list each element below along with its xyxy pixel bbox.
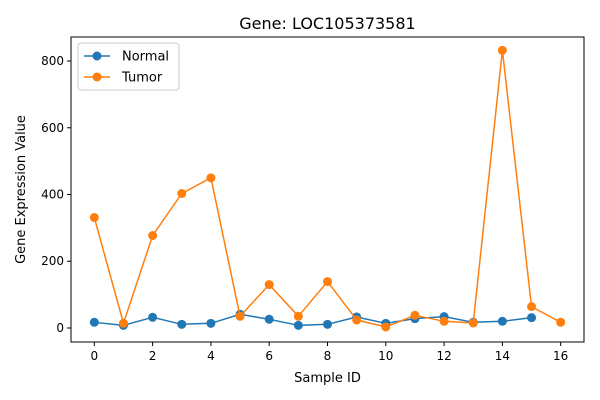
y-tick-label: 800 <box>41 54 64 68</box>
data-point-tumor <box>352 315 362 325</box>
legend-marker-tumor <box>92 72 102 82</box>
x-tick-label: 12 <box>436 349 451 363</box>
data-point-tumor <box>527 302 537 312</box>
y-tick-label: 200 <box>41 254 64 268</box>
data-point-tumor <box>293 311 303 321</box>
x-tick-label: 0 <box>90 349 98 363</box>
data-point-normal <box>323 319 332 329</box>
data-point-normal <box>177 319 187 329</box>
legend-marker-normal <box>92 51 102 61</box>
data-point-tumor <box>89 213 99 223</box>
x-tick-label: 2 <box>149 349 157 363</box>
x-tick-label: 14 <box>495 349 510 363</box>
data-point-tumor <box>118 318 128 328</box>
plot-frame <box>70 36 585 343</box>
data-point-tumor <box>381 322 391 332</box>
data-point-tumor <box>206 173 216 183</box>
legend-label-normal: Normal <box>122 50 169 65</box>
data-point-tumor <box>323 277 332 287</box>
x-axis-ticks: 0 2 4 6 8 10 12 14 16 <box>90 342 568 363</box>
y-tick-label: 600 <box>41 121 64 135</box>
data-point-normal <box>497 316 507 326</box>
x-tick-label: 10 <box>378 349 393 363</box>
x-tick-label: 4 <box>207 349 215 363</box>
legend: Normal Tumor <box>77 42 180 91</box>
chart-title: Gene: LOC105373581 <box>239 14 415 33</box>
x-axis-label: Sample ID <box>294 371 361 386</box>
data-point-tumor <box>468 318 478 328</box>
data-point-tumor <box>497 45 507 55</box>
data-point-normal <box>89 317 99 327</box>
data-point-tumor <box>264 280 274 290</box>
series-line-normal <box>94 313 532 327</box>
data-point-tumor <box>439 316 449 326</box>
data-point-normal <box>293 320 303 330</box>
y-axis-ticks: 0 200 400 600 800 <box>41 54 71 335</box>
data-point-tumor <box>177 189 187 199</box>
series-tumor <box>89 45 566 332</box>
x-tick-label: 6 <box>265 349 273 363</box>
series-normal <box>89 309 537 330</box>
legend-box <box>77 42 180 91</box>
legend-label-tumor: Tumor <box>121 71 163 86</box>
data-point-normal <box>527 313 537 323</box>
y-axis-label: Gene Expression Value <box>14 115 29 264</box>
x-tick-label: 16 <box>553 349 568 363</box>
data-point-tumor <box>148 231 158 241</box>
data-point-tumor <box>410 310 420 320</box>
data-point-normal <box>148 312 158 322</box>
data-point-tumor <box>235 311 245 321</box>
data-point-tumor <box>556 317 566 327</box>
data-point-normal <box>264 314 274 324</box>
data-point-normal <box>206 318 216 328</box>
x-tick-label: 8 <box>324 349 332 363</box>
series-layer <box>89 45 566 332</box>
y-tick-label: 400 <box>41 188 64 202</box>
y-tick-label: 0 <box>56 321 64 335</box>
